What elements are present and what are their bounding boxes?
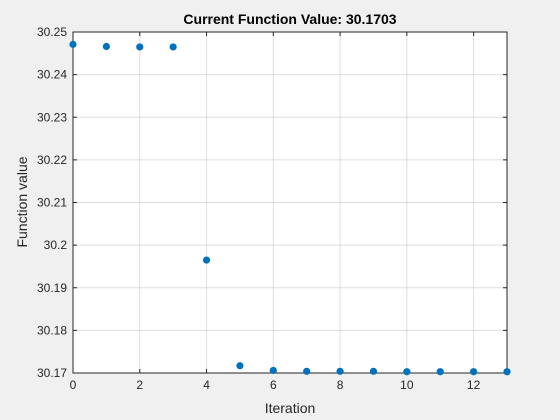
data-point xyxy=(470,368,478,376)
data-point xyxy=(503,368,511,376)
y-tick-label: 30.19 xyxy=(37,281,67,295)
x-tick-label: 12 xyxy=(467,378,481,392)
data-point xyxy=(269,366,277,375)
data-point xyxy=(436,368,444,376)
data-point xyxy=(369,367,378,375)
data-point xyxy=(236,362,244,370)
x-tick-label: 2 xyxy=(136,378,143,392)
x-tick-label: 6 xyxy=(270,378,277,392)
y-tick-label: 30.25 xyxy=(37,25,67,39)
ticks: 0 2 4 6 8 10 12 30.17 30.18 30.19 30.2 30.21 30.22 30… xyxy=(37,25,507,392)
data-point xyxy=(303,367,311,375)
x-tick-label: 10 xyxy=(400,378,414,392)
x-tick-label: 0 xyxy=(70,378,77,392)
y-tick-label: 30.22 xyxy=(37,153,67,167)
plot-area xyxy=(73,32,507,373)
x-axis-label: Iteration xyxy=(265,400,316,416)
data-point xyxy=(136,43,144,51)
x-tick-label: 4 xyxy=(203,378,210,392)
y-axis-label: Function value xyxy=(14,156,30,247)
x-tick-label: 8 xyxy=(337,378,344,392)
y-tick-label: 30.2 xyxy=(44,238,68,252)
data-point xyxy=(403,368,411,376)
y-tick-label: 30.18 xyxy=(37,323,67,337)
y-tick-label: 30.17 xyxy=(37,366,67,380)
data-point xyxy=(336,367,344,375)
data-points xyxy=(69,40,511,376)
data-point xyxy=(69,40,77,48)
chart-title: Current Function Value: 30.1703 xyxy=(183,11,396,27)
y-tick-label: 30.21 xyxy=(37,196,67,210)
y-tick-label: 30.23 xyxy=(37,110,67,124)
y-tick-label: 30.24 xyxy=(37,68,67,82)
data-point xyxy=(169,43,177,51)
data-point xyxy=(202,256,211,264)
data-point xyxy=(102,42,110,51)
